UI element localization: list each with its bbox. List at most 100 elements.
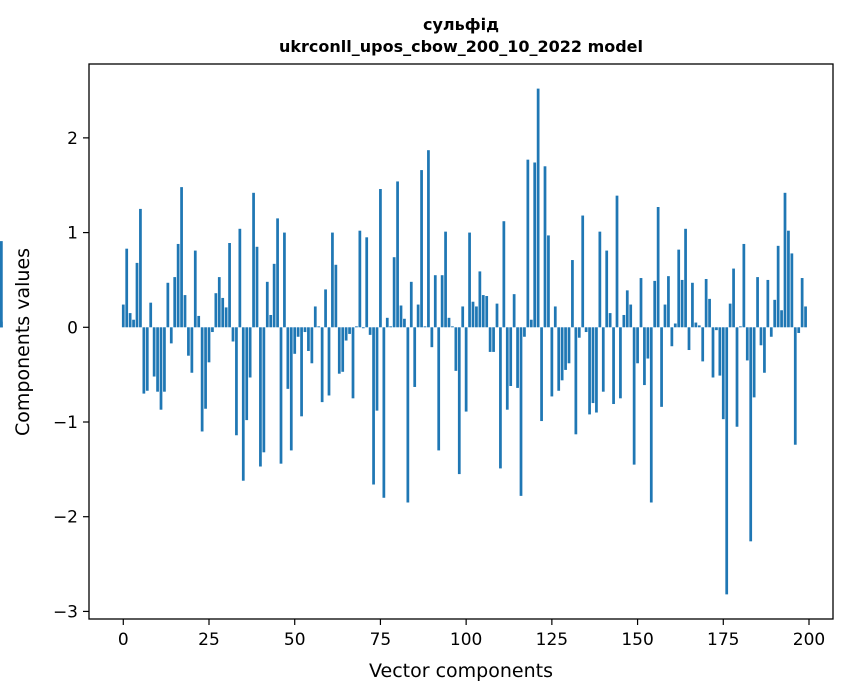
- bar: [327, 327, 331, 396]
- bar: [245, 327, 249, 421]
- bar: [749, 327, 753, 542]
- bar: [238, 228, 242, 328]
- bar: [348, 327, 351, 334]
- bar: [721, 327, 725, 420]
- bar: [156, 327, 159, 392]
- x-axis-label: Vector components: [369, 660, 553, 682]
- bar: [492, 327, 495, 352]
- bar: [197, 315, 201, 328]
- bar: [711, 327, 715, 378]
- bar: [763, 327, 766, 373]
- bar: [752, 327, 756, 398]
- bar: [475, 306, 478, 328]
- bar: [375, 327, 379, 411]
- bar: [728, 303, 732, 328]
- bar: [471, 301, 475, 328]
- bar: [701, 327, 705, 362]
- bar: [481, 295, 485, 328]
- bar: [159, 327, 163, 410]
- bar: [667, 276, 670, 328]
- bar: [691, 282, 694, 328]
- bar: [505, 327, 509, 410]
- bar: [804, 306, 807, 328]
- x-tick-label: 75: [370, 630, 392, 650]
- bar: [413, 327, 417, 387]
- bar: [454, 327, 458, 371]
- bar: [132, 319, 135, 328]
- bar: [0, 241, 3, 328]
- bar: [451, 326, 454, 328]
- bar: [790, 253, 794, 328]
- bar: [121, 304, 125, 328]
- bar: [303, 327, 307, 333]
- plot-frame: [88, 63, 834, 620]
- bar: [780, 310, 783, 328]
- y-tick-label: −3: [53, 602, 78, 622]
- bar: [313, 306, 317, 328]
- bar: [660, 327, 663, 407]
- bar: [200, 327, 204, 432]
- bar: [533, 162, 537, 328]
- y-tick-label: 0: [67, 318, 78, 338]
- bar: [166, 282, 170, 328]
- bar: [180, 187, 183, 328]
- bar: [135, 262, 139, 328]
- bar: [310, 327, 314, 364]
- bar: [769, 327, 773, 337]
- bar: [396, 181, 399, 328]
- bar: [732, 268, 735, 328]
- bar: [523, 327, 526, 337]
- bar: [639, 278, 643, 328]
- bar: [269, 314, 273, 328]
- bar: [560, 327, 564, 381]
- bar: [540, 327, 543, 422]
- bar: [516, 327, 519, 388]
- bar: [742, 243, 746, 328]
- x-axis-ticks: 0 25 50 75 100 125 150 175 200: [118, 619, 825, 650]
- bar: [351, 327, 355, 399]
- bar: [416, 304, 420, 328]
- bar: [125, 248, 129, 328]
- bar: [588, 327, 591, 415]
- bar: [231, 327, 235, 342]
- bar: [241, 327, 245, 481]
- chart-title-line2: ukrconll_upos_cbow_200_10_2022 model: [279, 37, 643, 56]
- bar: [437, 327, 441, 451]
- bar: [725, 327, 729, 595]
- bar: [235, 327, 238, 436]
- bar: [228, 243, 231, 328]
- bar: [259, 327, 262, 467]
- bar: [673, 323, 677, 328]
- bar: [787, 230, 790, 328]
- bar: [382, 327, 386, 498]
- x-tick-label: 100: [450, 630, 482, 650]
- bar: [574, 327, 578, 435]
- bar: [190, 327, 194, 373]
- bar: [252, 192, 255, 328]
- bar: [619, 327, 622, 399]
- bar: [468, 232, 471, 328]
- bar: [389, 326, 393, 328]
- bar: [334, 264, 338, 328]
- x-tick-label: 50: [284, 630, 306, 650]
- bar: [512, 294, 516, 328]
- bar: [495, 303, 499, 328]
- bar: [677, 249, 681, 328]
- bar: [341, 327, 345, 372]
- bar: [337, 327, 341, 374]
- bar: [279, 327, 283, 464]
- bar: [571, 260, 574, 328]
- bar: [591, 327, 595, 404]
- bar: [265, 281, 269, 328]
- bar: [797, 327, 801, 333]
- y-axis-ticks: −3 −2 −1 0 1 2: [53, 129, 89, 622]
- bar: [567, 327, 571, 364]
- bar: [464, 327, 468, 412]
- bar: [444, 231, 447, 328]
- x-tick-label: 0: [118, 630, 129, 650]
- bar: [793, 327, 797, 445]
- bar: [684, 228, 687, 328]
- bar: [800, 278, 804, 328]
- bar: [646, 327, 650, 359]
- bar: [529, 319, 533, 328]
